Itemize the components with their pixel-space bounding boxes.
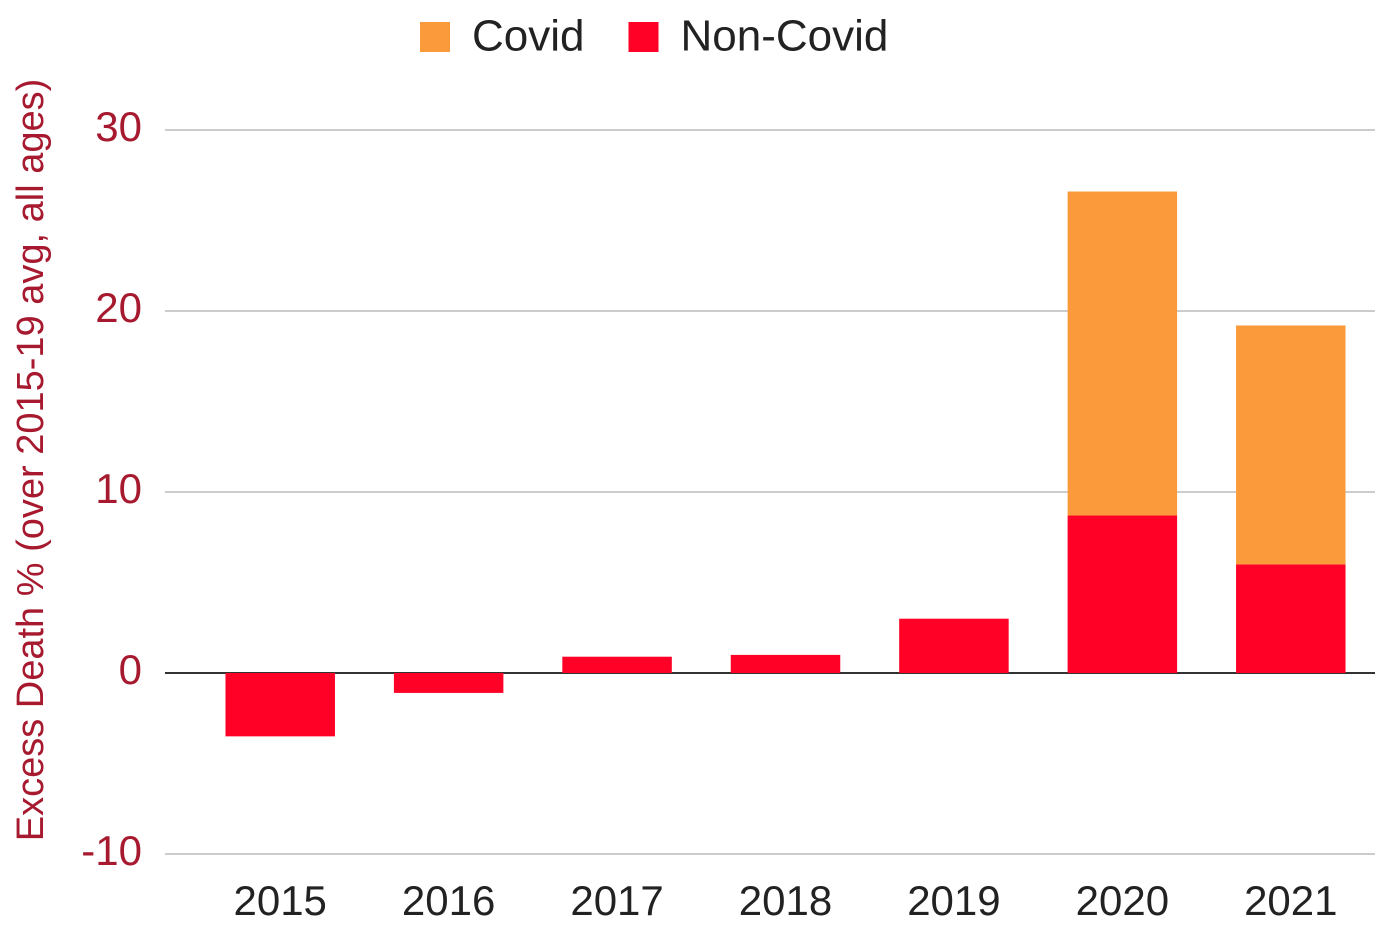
bar-segment — [1236, 325, 1346, 565]
legend-label: Non-Covid — [681, 12, 889, 61]
x-tick-label: 2016 — [402, 877, 495, 924]
bar-segment — [1067, 515, 1178, 673]
x-tick-label: 2018 — [739, 877, 832, 924]
bar-segment — [899, 618, 1009, 673]
bar-segment — [730, 654, 841, 673]
y-tick-label: 20 — [95, 284, 142, 331]
y-tick-label: -10 — [81, 827, 142, 874]
bar-segment — [393, 673, 504, 693]
x-tick-label: 2019 — [907, 877, 1000, 924]
bar-segment — [225, 673, 335, 737]
x-tick-label: 2015 — [233, 877, 326, 924]
bar-segment — [1067, 191, 1178, 516]
y-tick-label: 0 — [119, 646, 142, 693]
legend-swatch — [628, 22, 659, 52]
x-tick-label: 2021 — [1244, 877, 1337, 924]
y-axis-title: Excess Death % (over 2015-19 avg, all ag… — [10, 79, 52, 842]
y-tick-label: 30 — [95, 103, 142, 150]
x-tick-label: 2017 — [570, 877, 663, 924]
x-tick-label: 2020 — [1076, 877, 1169, 924]
y-tick-label: 10 — [95, 465, 142, 512]
legend-label: Covid — [472, 12, 585, 61]
bar-segment — [1236, 564, 1346, 673]
legend-swatch — [420, 22, 450, 52]
bar-segment — [562, 656, 672, 673]
